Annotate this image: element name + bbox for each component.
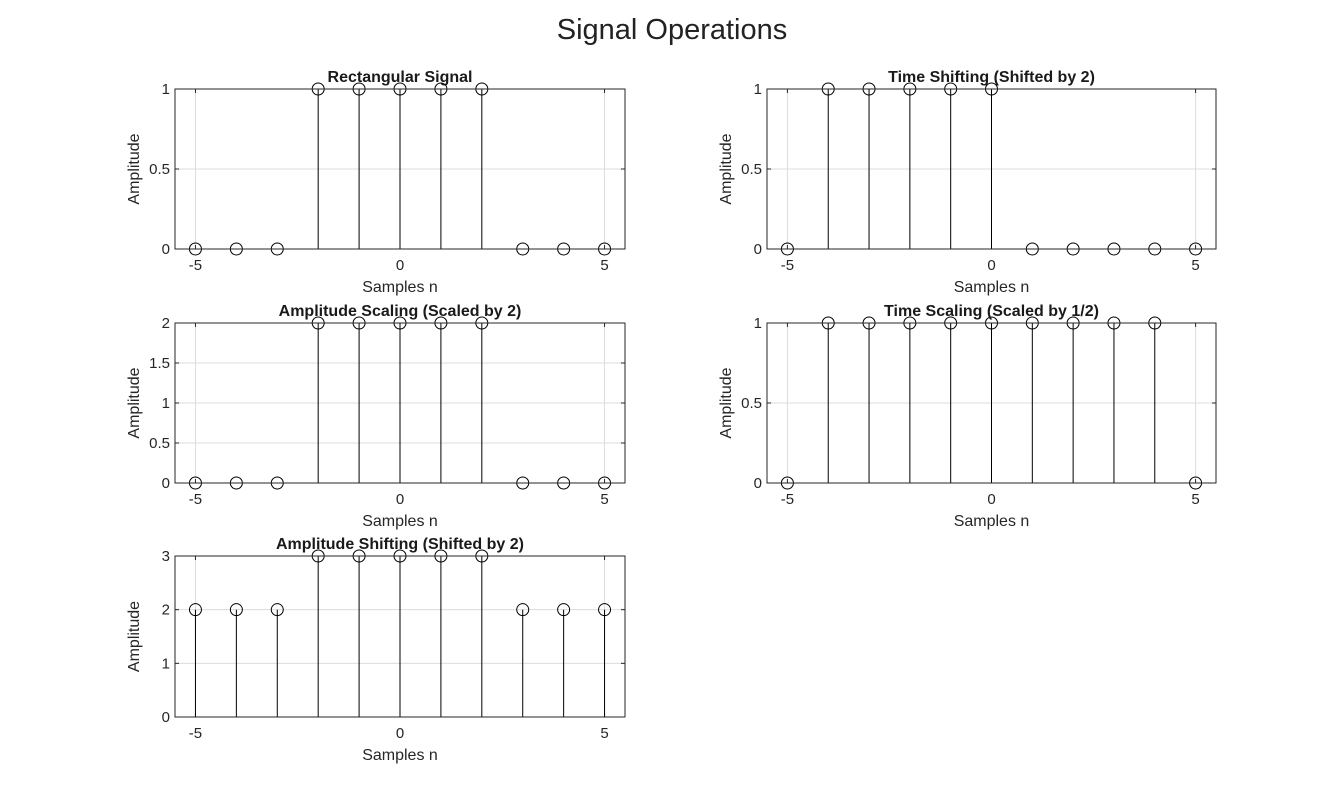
x-tick-label: 0 bbox=[987, 257, 995, 274]
y-tick-label: 1 bbox=[754, 81, 762, 98]
y-tick-label: 0 bbox=[754, 241, 762, 258]
y-tick-label: 1 bbox=[162, 655, 170, 672]
y-axis-label: Amplitude bbox=[718, 367, 735, 438]
x-tick-label: 5 bbox=[1191, 257, 1199, 274]
y-tick-label: 0.5 bbox=[741, 395, 762, 412]
stem-marker bbox=[516, 603, 530, 617]
y-tick-label: 3 bbox=[162, 548, 170, 565]
subplot-title: Time Scaling (Scaled by 1/2) bbox=[884, 303, 1099, 320]
x-tick-label: 5 bbox=[600, 491, 608, 508]
subplot-title: Amplitude Scaling (Scaled by 2) bbox=[279, 303, 522, 320]
subplot-3: -5 0 5 0 0.5 1 1.5 2 Samples n Amplitude Amplitude… bbox=[126, 303, 626, 530]
stem-marker bbox=[270, 603, 284, 617]
y-tick-label: 1 bbox=[162, 81, 170, 98]
stem-marker bbox=[229, 603, 243, 617]
x-tick-label: 0 bbox=[396, 257, 404, 274]
y-tick-label: 1.5 bbox=[149, 355, 170, 372]
axes-box bbox=[766, 322, 1217, 484]
subplot-title: Amplitude Shifting (Shifted by 2) bbox=[276, 536, 524, 553]
x-tick-label: -5 bbox=[189, 491, 202, 508]
subplot-title: Rectangular Signal bbox=[328, 69, 473, 86]
y-tick-label: 0 bbox=[162, 475, 170, 492]
subplot-4: -5 0 5 0 0.5 1 Samples n Amplitude Time Scaling … bbox=[718, 303, 1217, 530]
x-tick-label: 0 bbox=[987, 491, 995, 508]
figure-title: Signal Operations bbox=[556, 14, 788, 46]
subplot-1: -5 0 5 0 0.5 1 Samples n Amplitude Rectangular S… bbox=[126, 69, 626, 296]
stem-marker bbox=[598, 603, 612, 617]
x-tick-label: -5 bbox=[781, 491, 794, 508]
x-tick-label: -5 bbox=[189, 725, 202, 742]
y-tick-label: 0.5 bbox=[149, 161, 170, 178]
axes-box bbox=[174, 322, 626, 484]
y-axis-label: Amplitude bbox=[126, 601, 143, 672]
axes-box bbox=[766, 88, 1217, 250]
x-tick-label: 5 bbox=[600, 725, 608, 742]
x-axis-label: Samples n bbox=[362, 747, 438, 764]
x-tick-label: -5 bbox=[189, 257, 202, 274]
y-axis-label: Amplitude bbox=[126, 367, 143, 438]
y-tick-label: 0.5 bbox=[149, 435, 170, 452]
y-tick-label: 2 bbox=[162, 315, 170, 332]
axes-box bbox=[174, 88, 626, 250]
subplot-title: Time Shifting (Shifted by 2) bbox=[888, 69, 1095, 86]
stem-marker bbox=[188, 603, 202, 617]
subplot-5: -5 0 5 0 1 2 3 Samples n Amplitude Amplitude Shif… bbox=[126, 536, 626, 764]
subplot-2: -5 0 5 0 0.5 1 Samples n Amplitude Time Shifting… bbox=[718, 69, 1217, 296]
y-tick-label: 0 bbox=[162, 709, 170, 726]
x-tick-label: -5 bbox=[781, 257, 794, 274]
x-tick-label: 0 bbox=[396, 491, 404, 508]
y-tick-label: 0 bbox=[754, 475, 762, 492]
x-axis-label: Samples n bbox=[954, 279, 1030, 296]
x-axis-label: Samples n bbox=[362, 513, 438, 530]
y-axis-label: Amplitude bbox=[718, 133, 735, 204]
x-axis-label: Samples n bbox=[362, 279, 438, 296]
x-axis-label: Samples n bbox=[954, 513, 1030, 530]
x-tick-label: 5 bbox=[1191, 491, 1199, 508]
stem-marker bbox=[557, 603, 571, 617]
y-tick-label: 2 bbox=[162, 602, 170, 619]
y-tick-label: 0.5 bbox=[741, 161, 762, 178]
y-tick-label: 0 bbox=[162, 241, 170, 258]
y-tick-label: 1 bbox=[754, 315, 762, 332]
x-tick-label: 0 bbox=[396, 725, 404, 742]
y-axis-label: Amplitude bbox=[126, 133, 143, 204]
x-tick-label: 5 bbox=[600, 257, 608, 274]
axes-box bbox=[174, 555, 626, 718]
y-tick-label: 1 bbox=[162, 395, 170, 412]
